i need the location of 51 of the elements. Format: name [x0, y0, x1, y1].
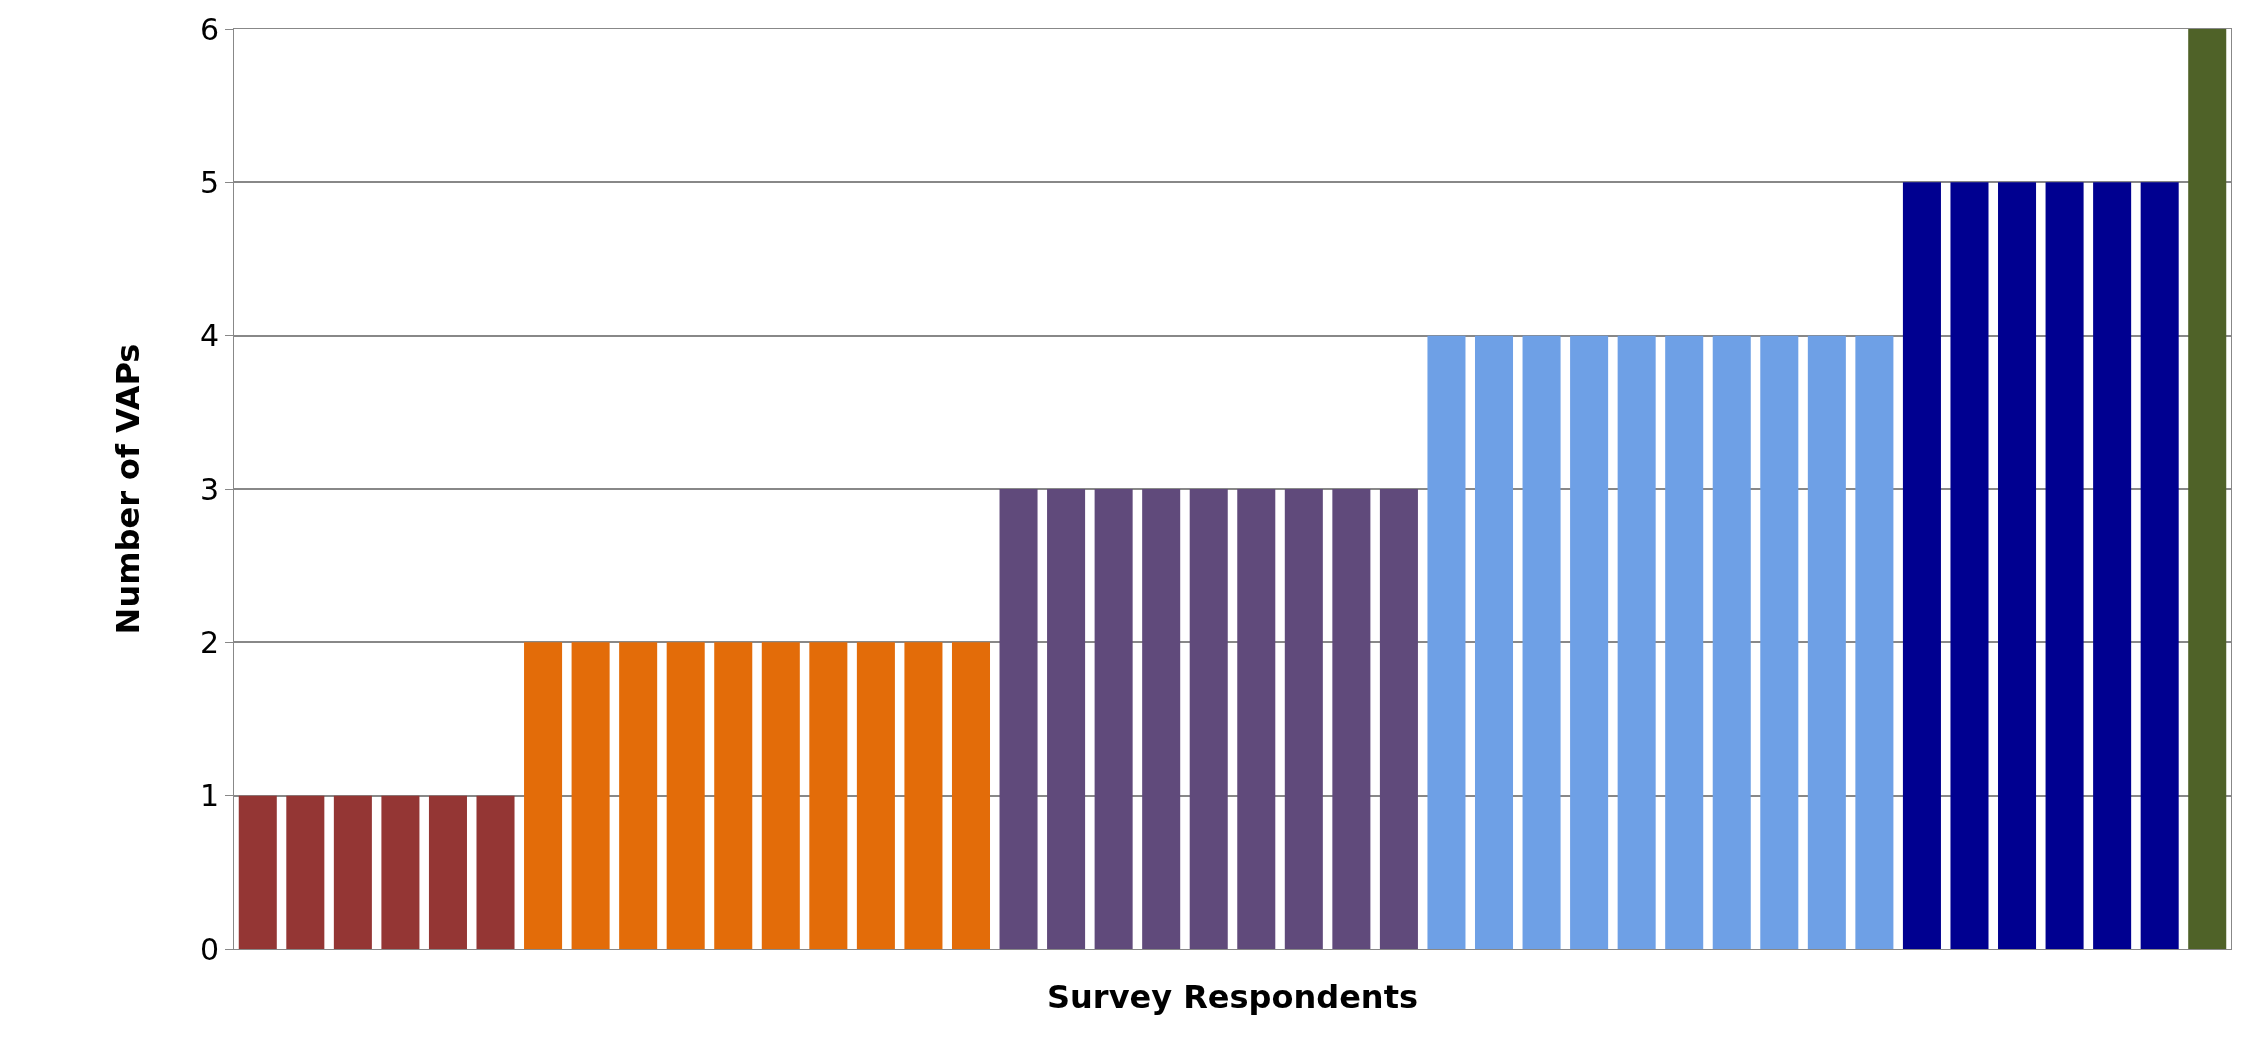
bar: [1379, 489, 1418, 949]
bar: [1284, 489, 1323, 949]
bar: [1427, 335, 1466, 949]
y-axis-title: Number of VAPs: [109, 343, 148, 635]
y-tick-label: 2: [199, 624, 219, 660]
bar: [666, 642, 705, 949]
bar: [2093, 182, 2132, 949]
bar: [1855, 335, 1894, 949]
bar: [524, 642, 563, 949]
bar: [856, 642, 895, 949]
y-tick-label: 0: [199, 931, 219, 967]
y-tick-label: 6: [199, 11, 219, 47]
bar: [2188, 29, 2227, 949]
bar: [2140, 182, 2179, 949]
bar: [1760, 335, 1799, 949]
y-tick-label: 1: [199, 778, 219, 814]
bar: [1142, 489, 1181, 949]
bar: [951, 642, 991, 949]
bar: [761, 642, 800, 949]
bar: [1474, 335, 1514, 949]
bar: [1047, 489, 1086, 949]
bar: [1332, 489, 1371, 949]
bar: [619, 642, 658, 949]
y-tick-label: 3: [199, 471, 219, 507]
bar: [571, 642, 610, 949]
bar: [428, 795, 467, 949]
bar: [1617, 335, 1656, 949]
bar: [476, 795, 515, 949]
bar: [1950, 182, 1989, 949]
bar: [1522, 335, 1561, 949]
x-axis-title: Survey Respondents: [1047, 977, 1418, 1016]
bar: [381, 795, 420, 949]
bar: [286, 795, 325, 949]
bar: [714, 642, 753, 949]
bar: [333, 795, 372, 949]
bar: [238, 795, 277, 949]
bar: [1998, 182, 2037, 949]
y-tick-label: 5: [199, 164, 219, 200]
bar: [1094, 489, 1133, 949]
bar: [904, 642, 943, 949]
bar: [1665, 335, 1704, 949]
bar: [2045, 182, 2084, 949]
bar: [1189, 489, 1228, 949]
bar: [1237, 489, 1276, 949]
bar: [1902, 182, 1941, 949]
bar: [1807, 335, 1846, 949]
bar: [999, 489, 1038, 949]
bar: [1570, 335, 1609, 949]
bar: [809, 642, 848, 949]
bar: [1712, 335, 1751, 949]
y-tick-label: 4: [199, 318, 219, 354]
